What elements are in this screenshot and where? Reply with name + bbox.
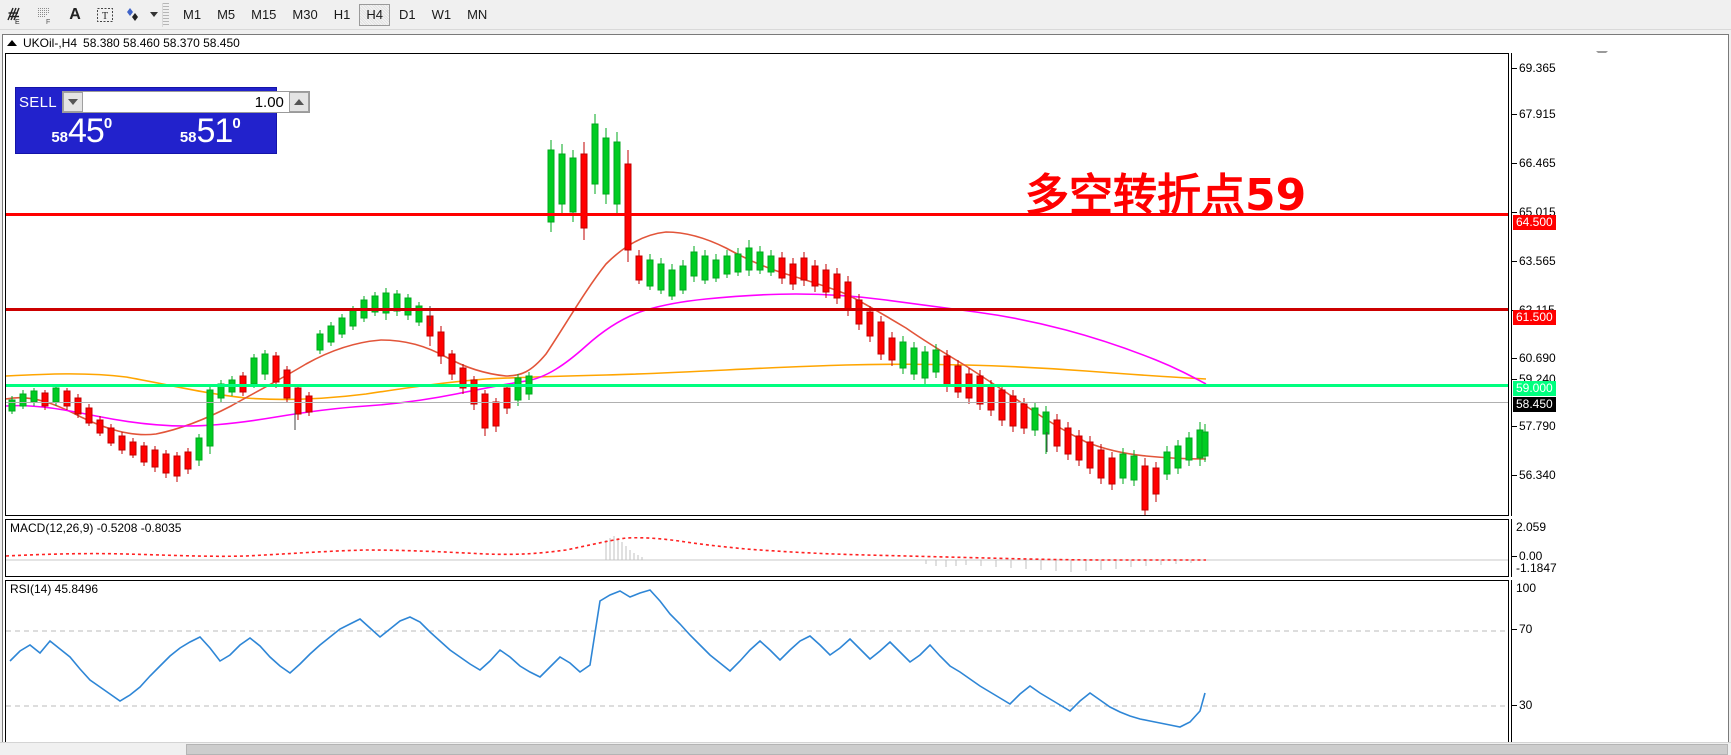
symbol-bar: UKOil-,H4 58.380 58.460 58.370 58.450 bbox=[3, 35, 1728, 51]
svg-text:F: F bbox=[46, 19, 50, 25]
objects-icon[interactable] bbox=[120, 1, 146, 29]
chevron-up-icon bbox=[293, 99, 304, 105]
macd-axis[interactable]: 2.059 0.00 -1.1847 bbox=[1511, 519, 1623, 577]
main-toolbar: E F A T bbox=[0, 0, 1731, 30]
price-tick: 56.340 bbox=[1519, 468, 1556, 482]
price-tick: 66.465 bbox=[1519, 156, 1556, 170]
resistance-line-61-500 bbox=[6, 308, 1508, 311]
rsi-pane[interactable]: RSI(14) 45.8496 bbox=[5, 580, 1509, 750]
indicators-icon[interactable]: E bbox=[0, 1, 30, 29]
collapse-icon[interactable] bbox=[7, 40, 17, 46]
sell-price-sup: 0 bbox=[103, 115, 113, 132]
level-tag-64500[interactable]: 64.500 bbox=[1513, 215, 1556, 230]
price-tick: 57.790 bbox=[1519, 419, 1556, 433]
chart-window: UKOil-,H4 58.380 58.460 58.370 58.450 bbox=[2, 34, 1729, 755]
rsi-chart-svg bbox=[6, 589, 1508, 728]
horizontal-scrollbar[interactable] bbox=[0, 742, 1731, 755]
templates-icon[interactable]: F bbox=[30, 1, 60, 29]
timeframe-m5[interactable]: M5 bbox=[217, 7, 236, 22]
candlesticks bbox=[8, 114, 1209, 515]
macd-label: MACD(12,26,9) -0.5208 -0.8035 bbox=[10, 521, 185, 535]
timeframe-h4[interactable]: H4 bbox=[359, 3, 390, 26]
macd-tick: 2.059 bbox=[1516, 520, 1547, 534]
timeframe-w1[interactable]: W1 bbox=[431, 7, 452, 22]
svg-text:T: T bbox=[102, 11, 108, 22]
macd-signal-line bbox=[6, 536, 1206, 561]
timeframe-m1[interactable]: M1 bbox=[183, 7, 202, 22]
buy-price-big: 51 bbox=[196, 112, 234, 150]
level-tag-61500[interactable]: 61.500 bbox=[1513, 310, 1556, 325]
timeframe-h1[interactable]: H1 bbox=[333, 7, 351, 22]
macd-histogram bbox=[605, 536, 1192, 572]
price-tick: 60.690 bbox=[1519, 351, 1556, 365]
chevron-down-icon bbox=[67, 99, 78, 105]
ma-orange-line bbox=[6, 363, 1207, 401]
rsi-line bbox=[9, 589, 1206, 728]
rsi-tick: 30 bbox=[1519, 698, 1533, 712]
symbol-label: UKOil-,H4 bbox=[23, 36, 78, 50]
timeframe-m30[interactable]: M30 bbox=[292, 7, 318, 22]
rsi-tick: 70 bbox=[1519, 622, 1533, 636]
objects-dropdown-icon[interactable] bbox=[146, 1, 160, 29]
ma-red-line bbox=[6, 231, 1207, 460]
volume-increase-button[interactable] bbox=[288, 92, 309, 112]
sell-price-quote[interactable]: 58 45 0 bbox=[19, 114, 145, 151]
timeframe-mn[interactable]: MN bbox=[467, 7, 488, 22]
trade-panel-quotes: 58 45 0 58 51 0 bbox=[16, 113, 276, 154]
volume-decrease-button[interactable] bbox=[62, 92, 83, 112]
macd-pane[interactable]: MACD(12,26,9) -0.5208 -0.8035 bbox=[5, 519, 1509, 577]
level-tag-59000[interactable]: 59.000 bbox=[1513, 381, 1556, 396]
svg-text:E: E bbox=[15, 19, 20, 25]
rsi-axis[interactable]: 100 70 30 bbox=[1511, 580, 1623, 750]
one-click-trading-panel: SELL BUY 58 45 0 58 51 0 bbox=[15, 87, 346, 154]
current-price-line bbox=[6, 402, 1508, 403]
price-tick: 67.915 bbox=[1519, 107, 1556, 121]
buy-price-quote[interactable]: 58 51 0 bbox=[147, 112, 273, 151]
text-label-icon[interactable]: T bbox=[90, 1, 120, 29]
timeframe-m15[interactable]: M15 bbox=[251, 7, 277, 22]
chart-annotation[interactable]: 多空转折点59 bbox=[1025, 170, 1307, 221]
bid-price-tag[interactable]: 58.450 bbox=[1513, 397, 1556, 412]
resistance-line-64-500 bbox=[6, 213, 1508, 216]
macd-tick: -1.1847 bbox=[1516, 561, 1557, 575]
macd-chart-svg bbox=[6, 536, 1508, 572]
sell-button[interactable]: SELL bbox=[19, 93, 57, 111]
support-line-59-000 bbox=[6, 384, 1508, 387]
buy-price-sup: 0 bbox=[232, 115, 241, 132]
rsi-tick: 100 bbox=[1516, 581, 1537, 595]
price-tick: 63.565 bbox=[1519, 254, 1556, 268]
trade-panel-controls: SELL BUY bbox=[16, 88, 346, 113]
price-chart-svg bbox=[6, 114, 1209, 515]
volume-stepper[interactable] bbox=[61, 91, 310, 113]
ohlc-label: 58.380 58.460 58.370 58.450 bbox=[83, 36, 240, 50]
macd-tick: 0.00 bbox=[1519, 549, 1543, 563]
sell-price-lead: 58 bbox=[51, 129, 68, 146]
sell-price-big: 45 bbox=[68, 112, 105, 150]
text-tool-icon[interactable]: A bbox=[69, 5, 81, 23]
rsi-label: RSI(14) 45.8496 bbox=[10, 582, 102, 596]
volume-input[interactable] bbox=[82, 92, 289, 112]
price-tick: 69.365 bbox=[1519, 61, 1556, 75]
scrollbar-thumb[interactable] bbox=[186, 744, 1728, 755]
buy-button[interactable]: BUY bbox=[314, 93, 347, 111]
price-axis[interactable]: 69.365 67.915 66.465 65.015 64.500 63.56… bbox=[1511, 53, 1623, 516]
timeframe-d1[interactable]: D1 bbox=[398, 7, 416, 22]
toolbar-grip[interactable] bbox=[162, 2, 169, 27]
buy-price-lead: 58 bbox=[179, 129, 197, 146]
ma-magenta-line bbox=[6, 293, 1207, 427]
